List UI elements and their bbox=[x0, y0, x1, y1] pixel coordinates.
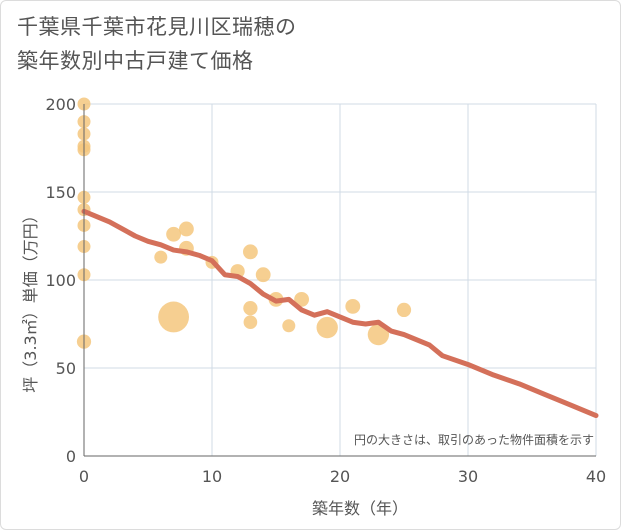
x-tick-label: 40 bbox=[586, 467, 606, 486]
data-point bbox=[154, 250, 168, 264]
tick-labels: 0 50 100 150 200 0 10 20 30 40 bbox=[45, 95, 606, 486]
trend-series bbox=[81, 208, 599, 419]
data-point bbox=[396, 302, 412, 318]
chart-title-line-2: 築年数別中古戸建て価格 bbox=[17, 49, 254, 73]
data-point bbox=[242, 244, 258, 260]
x-tick-label: 0 bbox=[79, 467, 89, 486]
axes bbox=[83, 104, 596, 457]
y-tick-label: 0 bbox=[66, 447, 76, 466]
y-tick-label: 150 bbox=[45, 183, 76, 202]
data-point bbox=[316, 316, 338, 339]
data-point bbox=[178, 221, 194, 237]
data-point bbox=[367, 323, 390, 346]
x-tick-label: 30 bbox=[458, 467, 478, 486]
data-point bbox=[282, 319, 296, 333]
data-point bbox=[255, 267, 271, 283]
chart-title-line-1: 千葉県千葉市花見川区瑞穂の bbox=[17, 15, 297, 39]
bubble-series bbox=[76, 97, 412, 349]
y-tick-label: 50 bbox=[56, 359, 76, 378]
data-point bbox=[158, 301, 190, 333]
size-note: 円の大きさは、取引のあった物件面積を示す bbox=[354, 432, 594, 447]
data-point bbox=[243, 301, 258, 316]
y-axis-label: 坪（3.3㎡）単価（万円） bbox=[21, 207, 40, 392]
x-tick-label: 20 bbox=[330, 467, 350, 486]
x-tick-label: 10 bbox=[202, 467, 222, 486]
data-point bbox=[243, 315, 258, 330]
x-axis-label: 築年数（年） bbox=[312, 499, 408, 518]
data-point bbox=[345, 298, 361, 314]
y-tick-label: 100 bbox=[45, 271, 76, 290]
trend-line bbox=[81, 208, 599, 419]
grid-lines bbox=[84, 103, 597, 456]
y-tick-label: 200 bbox=[45, 95, 76, 114]
data-point bbox=[294, 291, 310, 307]
chart-title: 千葉県千葉市花見川区瑞穂の 築年数別中古戸建て価格 bbox=[17, 10, 297, 78]
data-point bbox=[166, 226, 182, 242]
